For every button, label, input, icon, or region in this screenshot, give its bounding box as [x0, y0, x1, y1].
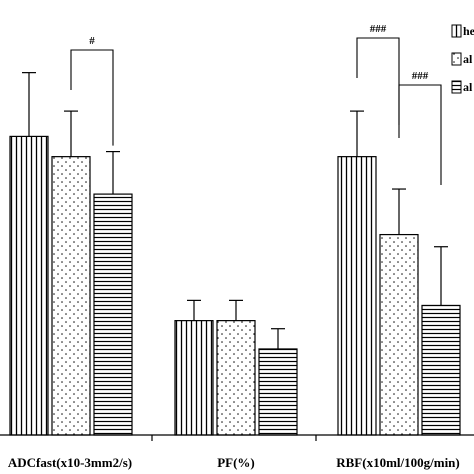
legend: he al al [451, 24, 474, 94]
significance-label: # [89, 35, 95, 47]
x-axis: ADCfast(x10-3mm2/s) PF(%) RBF(x10ml/100g/m… [0, 434, 474, 470]
significance-bracket [398, 84, 442, 185]
bar [379, 233, 419, 436]
bar [174, 320, 214, 436]
significance-bracket [356, 37, 400, 138]
legend-label: al [463, 80, 473, 94]
legend-swatch [451, 24, 462, 38]
legend-swatch [451, 52, 462, 66]
significance-label: ### [412, 70, 429, 82]
legend-label: al [463, 52, 473, 66]
bar [337, 156, 377, 436]
legend-swatch [451, 80, 462, 94]
bars-layer [9, 72, 461, 436]
bar [9, 135, 49, 436]
bar [258, 348, 298, 436]
bar [51, 156, 91, 436]
x-tick-label: PF(%) [217, 455, 255, 470]
x-tick-label: ADCfast(x10-3mm2/s) [8, 455, 132, 470]
x-tick-label: RBF(x10ml/100g/min) [336, 455, 460, 470]
significance-bracket [70, 49, 114, 146]
legend-label: he [463, 24, 474, 38]
bar [421, 304, 461, 436]
significance-layer: ####### [70, 23, 442, 185]
bar [216, 320, 256, 436]
significance-label: ### [370, 23, 387, 35]
bar [93, 193, 133, 436]
